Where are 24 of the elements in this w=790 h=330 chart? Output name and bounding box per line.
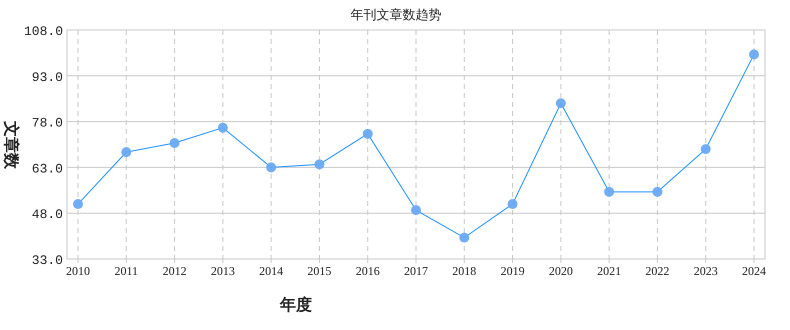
x-tick-label: 2024 (742, 264, 766, 278)
x-tick-label: 2021 (597, 264, 622, 278)
x-tick-label: 2015 (307, 264, 332, 278)
x-tick-label: 2016 (356, 264, 380, 278)
y-tick-label: 78.0 (32, 116, 63, 131)
y-tick-label: 93.0 (32, 70, 63, 85)
chart-title: 年刊文章数趋势 (350, 7, 442, 22)
x-axis-title: 年度 (279, 295, 312, 314)
x-tick-label: 2012 (162, 264, 187, 278)
y-axis-title: 文章数 (2, 120, 20, 170)
x-tick-label: 2022 (645, 264, 670, 278)
x-tick-label: 2023 (694, 264, 718, 278)
x-tick-label: 2017 (404, 264, 428, 278)
x-tick-label: 2019 (500, 264, 525, 278)
y-tick-label: 63.0 (32, 161, 63, 176)
x-tick-label: 2020 (548, 264, 573, 278)
x-tick-label: 2013 (210, 264, 235, 278)
y-tick-label: 48.0 (32, 207, 63, 222)
y-tick-label: 33.0 (32, 253, 63, 268)
x-tick-label: 2011 (114, 264, 138, 278)
x-tick-label: 2018 (452, 264, 476, 278)
y-tick-label: 108.0 (24, 24, 63, 39)
x-tick-label: 2010 (66, 264, 90, 278)
x-tick-label: 2014 (259, 264, 284, 278)
